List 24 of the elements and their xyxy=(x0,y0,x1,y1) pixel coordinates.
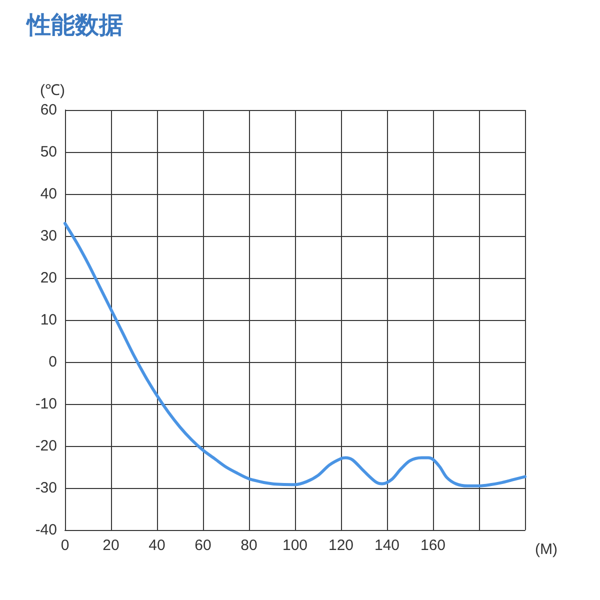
x-tick-label: 120 xyxy=(328,537,354,554)
x-axis-title: (M) xyxy=(535,541,558,558)
x-tick-label: 60 xyxy=(194,537,212,554)
y-tick-label: -20 xyxy=(35,438,57,454)
y-tick-label: 10 xyxy=(40,312,57,328)
x-tick-label: 0 xyxy=(60,537,70,554)
line-series xyxy=(64,222,526,488)
y-axis-title: (℃) xyxy=(40,82,65,99)
x-tick-label: 160 xyxy=(420,537,446,554)
y-tick-label: -30 xyxy=(35,480,57,496)
x-tick-label: 20 xyxy=(102,537,120,554)
chart-title: 性能数据 xyxy=(25,11,123,39)
y-tick-label: 20 xyxy=(40,270,57,286)
x-tick-label: 140 xyxy=(374,537,400,554)
y-tick-label: 50 xyxy=(40,144,57,160)
x-tick-label: 40 xyxy=(148,537,166,554)
y-tick-label: -40 xyxy=(35,522,57,538)
y-tick-label: 60 xyxy=(40,102,57,118)
x-tick-label: 100 xyxy=(282,537,308,554)
y-tick-label: -10 xyxy=(35,396,57,412)
y-tick-label: 0 xyxy=(48,354,57,370)
y-tick-label: 30 xyxy=(40,228,57,244)
x-tick-label: 80 xyxy=(240,537,258,554)
y-tick-label: 40 xyxy=(40,186,57,202)
